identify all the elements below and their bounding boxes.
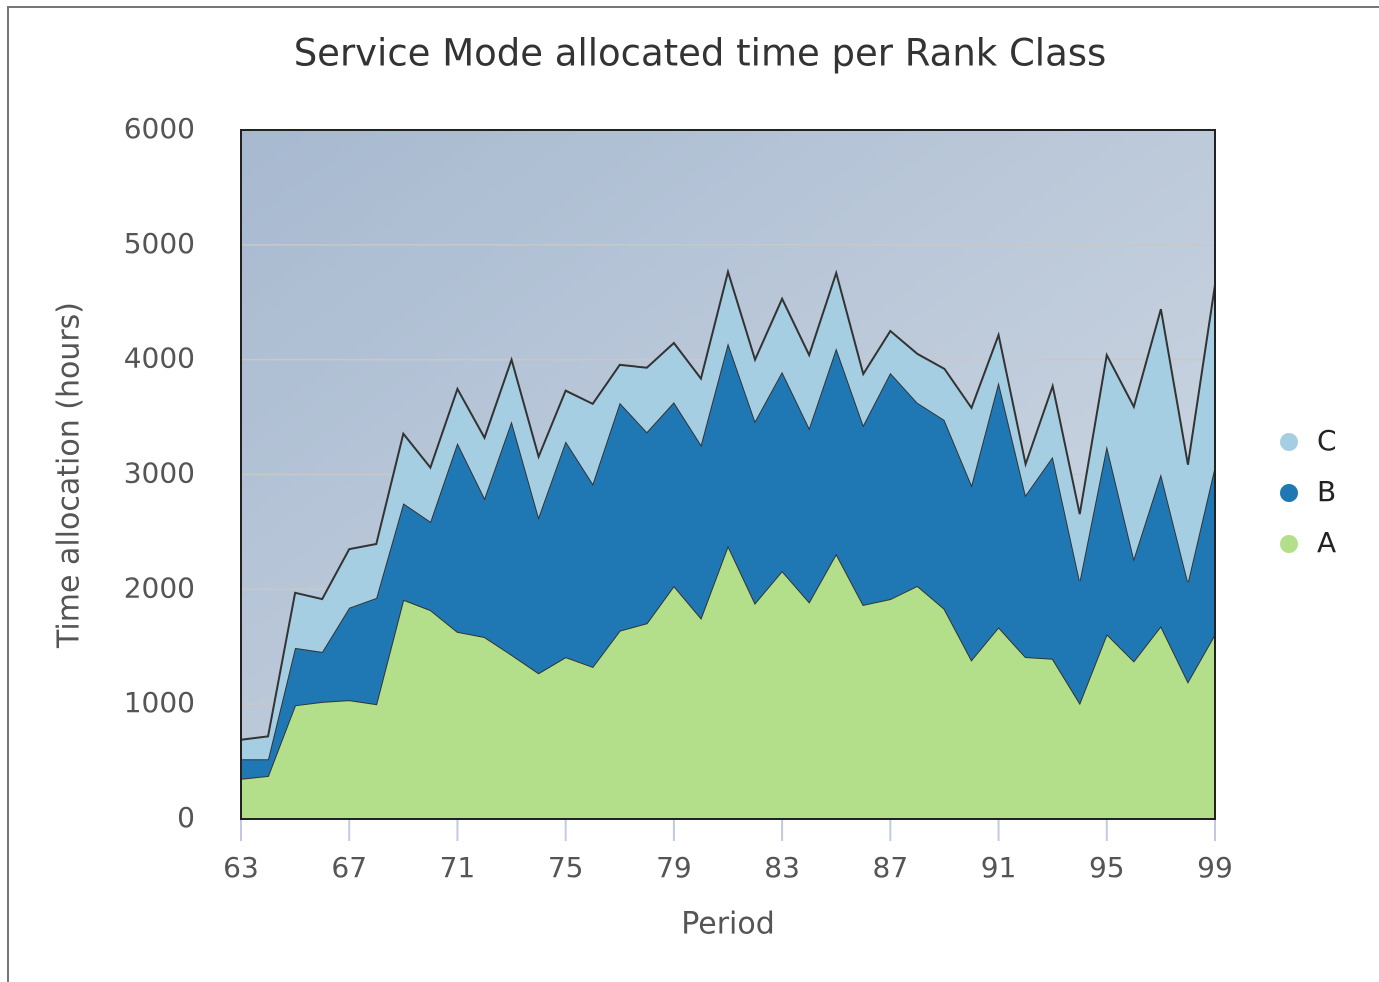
x-tick-label: 91: [981, 851, 1017, 884]
y-tick-label: 6000: [124, 112, 195, 145]
x-tick-label: 79: [656, 851, 692, 884]
frame: [7, 6, 1379, 982]
x-tick-label: 87: [873, 851, 909, 884]
x-tick-label: 75: [548, 851, 584, 884]
x-tick-label: 67: [331, 851, 367, 884]
plot-border: [240, 129, 1216, 820]
x-axis-title: Period: [681, 907, 775, 942]
y-tick-label: 1000: [124, 686, 195, 719]
area-outline: [240, 268, 1216, 741]
y-tick-label: 5000: [124, 227, 195, 260]
legend-label: C: [1317, 424, 1337, 457]
legend-marker: [1280, 535, 1298, 553]
legend-marker: [1280, 484, 1298, 502]
area: [241, 545, 1215, 819]
x-tick-label: 71: [440, 851, 476, 884]
y-axis-title: Time allocation (hours): [52, 302, 87, 649]
area: [241, 343, 1215, 779]
y-tick-label: 2000: [124, 571, 195, 604]
legend-label: B: [1317, 475, 1336, 508]
x-tick-label: 95: [1089, 851, 1125, 884]
y-tick-label: 4000: [124, 342, 195, 375]
y-tick-label: 0: [177, 801, 195, 834]
x-tick-label: 83: [764, 851, 800, 884]
x-tick-label: 63: [223, 851, 259, 884]
chart-title: Service Mode allocated time per Rank Cla…: [294, 32, 1107, 75]
x-tick-label: 99: [1197, 851, 1233, 884]
y-tick-label: 3000: [124, 457, 195, 490]
legend-marker: [1280, 433, 1298, 451]
legend-label: A: [1317, 526, 1336, 559]
